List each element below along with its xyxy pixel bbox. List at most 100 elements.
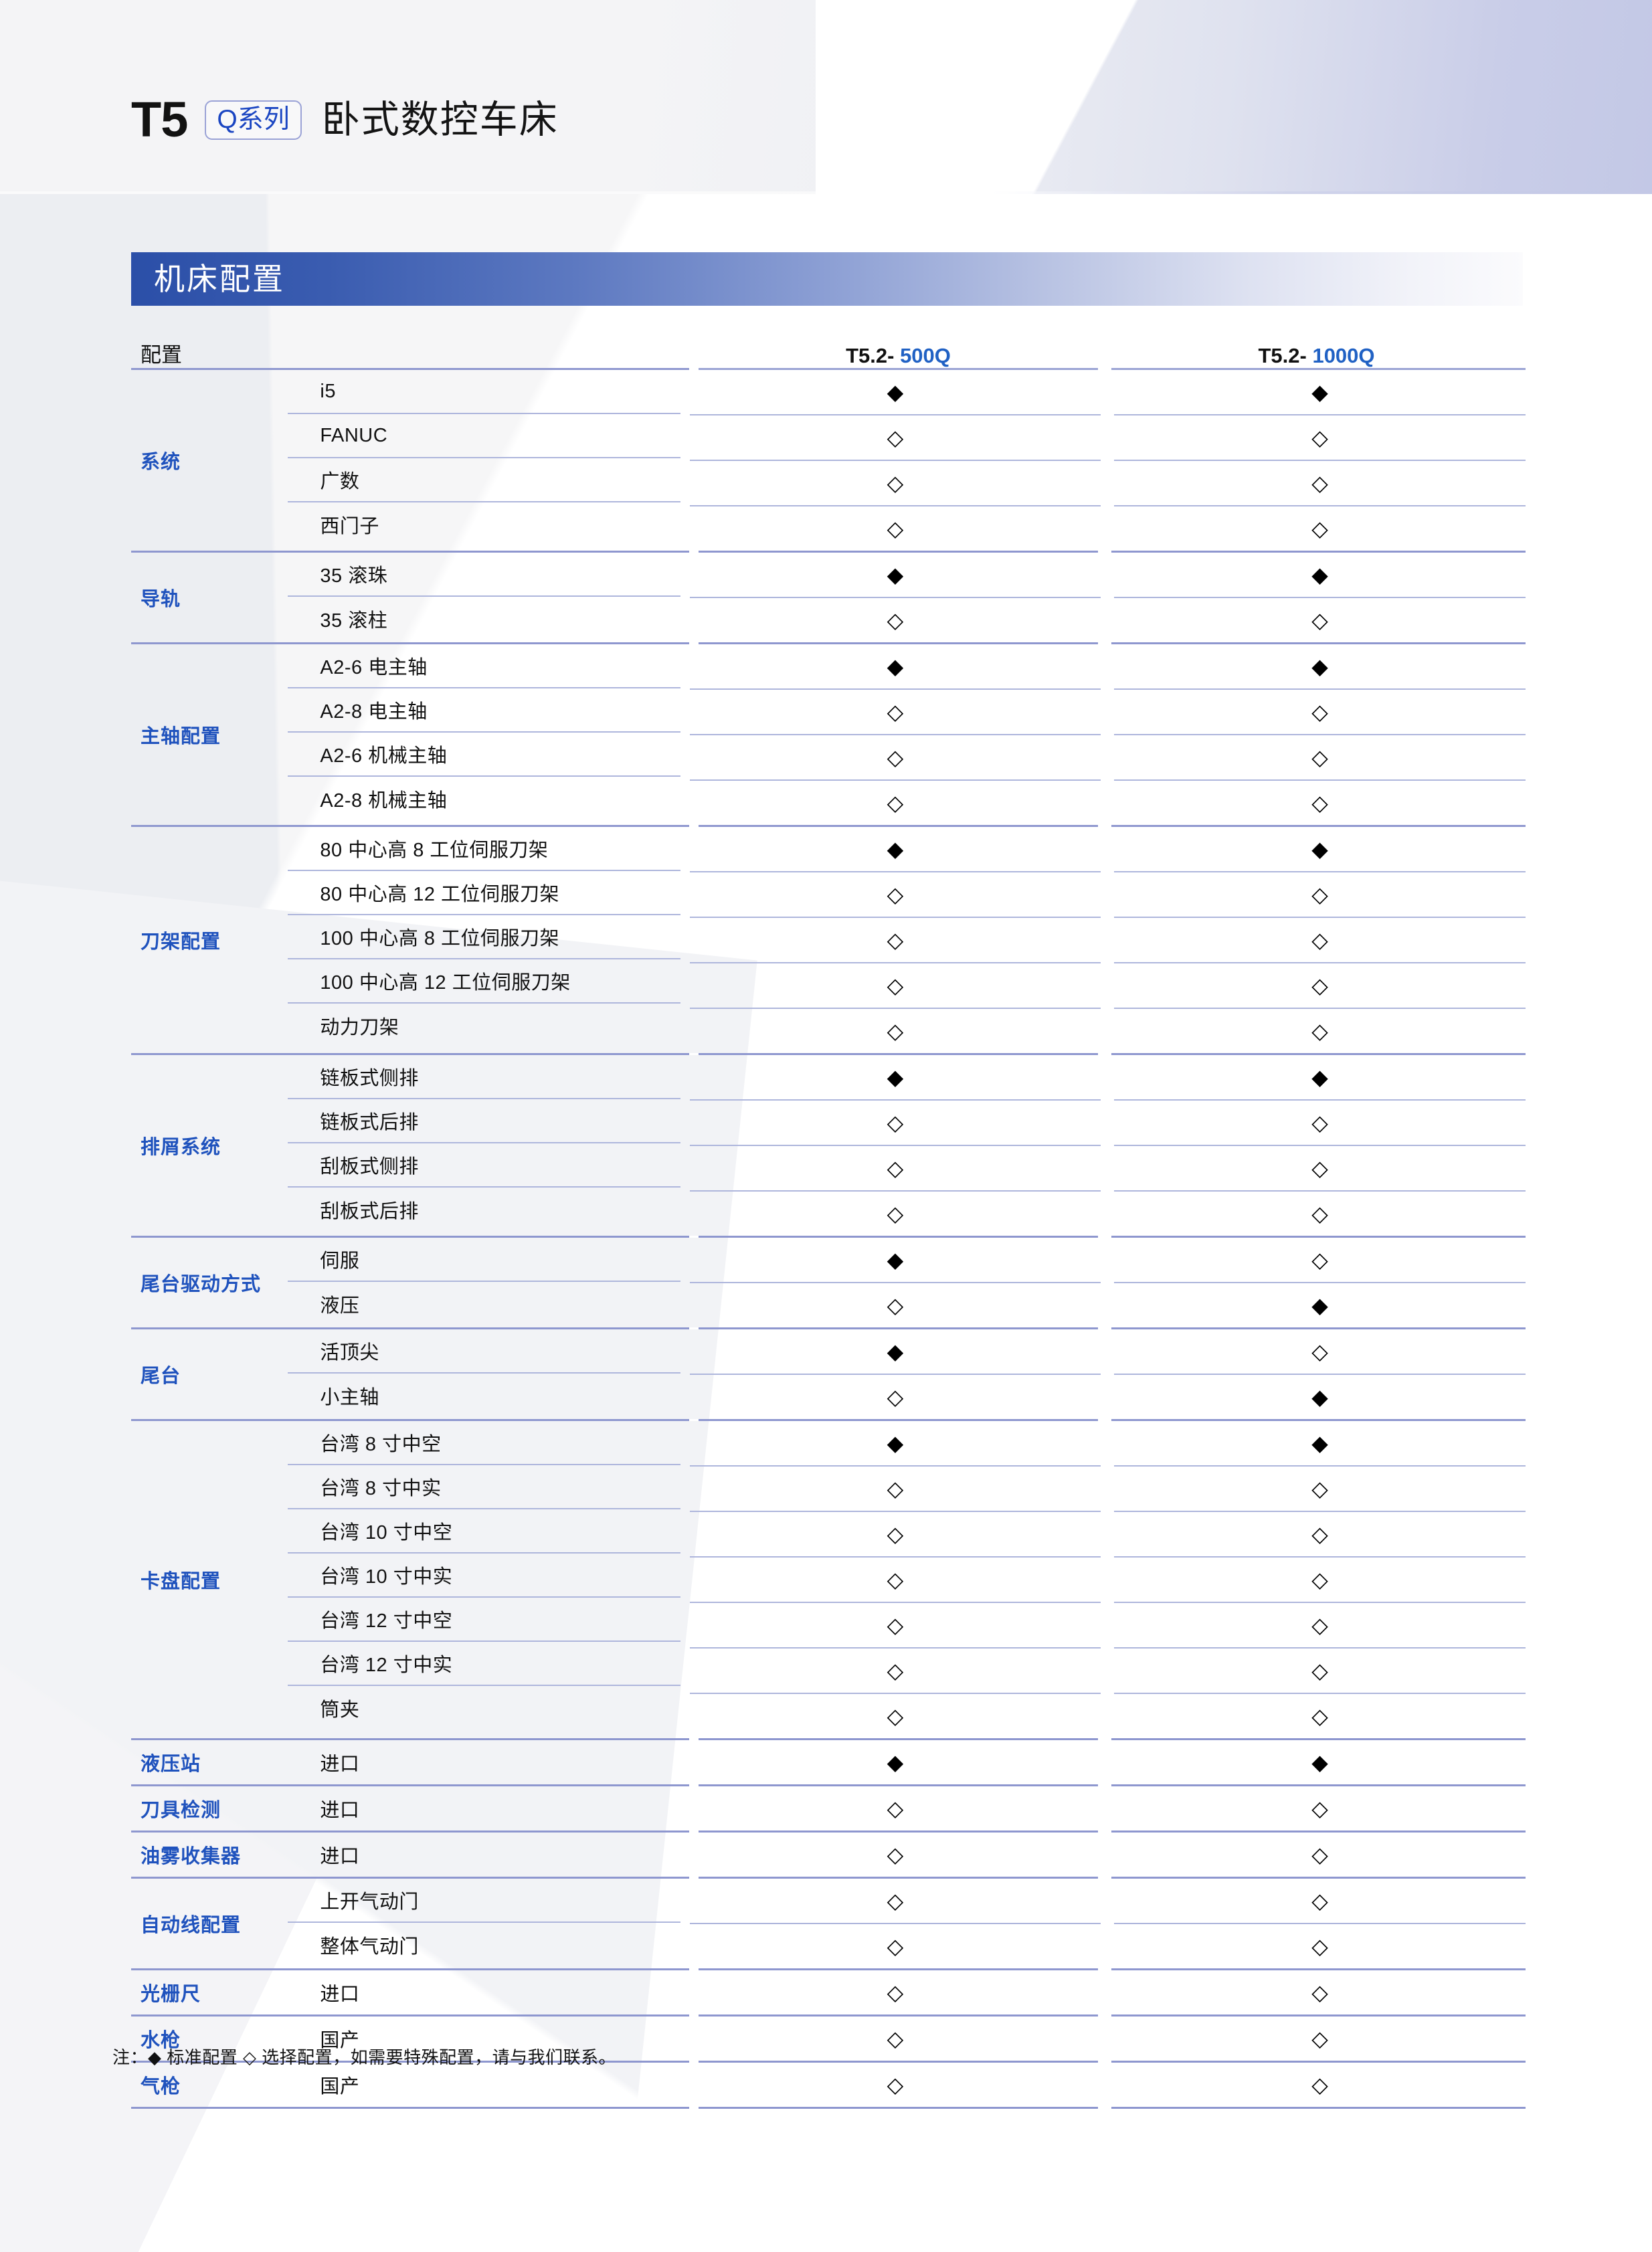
optional-config-icon: ◇ — [1114, 918, 1526, 963]
item-column: A2-6 电主轴 A2-8 电主轴 A2-6 机械主轴 A2-8 机械主轴 — [288, 644, 680, 825]
table-header-row: 配置 T5.2- 500Q T5.2- 1000Q — [131, 326, 1526, 368]
optional-config-icon: ◇ — [887, 1019, 904, 1043]
optional-config-icon: ◇ — [1311, 1704, 1328, 1728]
header-band-diagonal-cut — [816, 0, 1652, 194]
standard-config-icon: ◆ — [1114, 1055, 1526, 1101]
column-gap — [1101, 1740, 1114, 1784]
category-label: 气枪 — [141, 2076, 181, 2097]
optional-config-icon: ◇ — [689, 1879, 1101, 1924]
marker-column-1000q: ◇ — [1114, 1833, 1526, 1877]
item-label: 进口 — [320, 1846, 360, 1867]
optional-config-icon: ◇ — [689, 735, 1101, 781]
marker-column-500q: ◆ ◇ ◇ ◇ ◇ ◇ ◇ — [689, 1421, 1101, 1738]
standard-config-icon: ◆ — [689, 644, 1101, 690]
item-column: 进口 — [288, 1833, 680, 1877]
config-block: 排屑系统 链板式侧排 链板式后排 刮板式侧排 刮板式后排 ◆ ◇ ◇ ◇ ◆ ◇ ◇ ◇ — [131, 1055, 1526, 1236]
marker-column-1000q: ◇ ◇ — [1114, 1879, 1526, 1968]
optional-config-icon: ◇ — [887, 1843, 904, 1867]
config-block: 液压站 进口 ◆ ◆ — [131, 1740, 1526, 1784]
machine-type-subtitle: 卧式数控车床 — [321, 98, 559, 141]
category-label: 导轨 — [141, 589, 181, 610]
column-header-config: 配置 — [141, 343, 182, 367]
optional-config-icon: ◇ — [1114, 963, 1526, 1009]
category-label: 卡盘配置 — [141, 1571, 221, 1592]
marker-column-1000q: ◇ ◆ — [1114, 1238, 1526, 1327]
column-gap — [680, 1055, 690, 1236]
item-label: 筒夹 — [320, 1699, 360, 1721]
marker-column-500q: ◆ ◇ ◇ ◇ — [689, 1055, 1101, 1236]
config-block: 卡盘配置 台湾 8 寸中空 台湾 8 寸中实 台湾 10 寸中空 台湾 10 寸中实 台湾… — [131, 1421, 1526, 1738]
marker-column-500q: ◆ ◇ ◇ ◇ — [689, 370, 1101, 551]
standard-config-icon: ◆ — [1311, 1385, 1328, 1409]
category-label: 自动线配置 — [141, 1915, 242, 1936]
section-header-title: 机床配置 — [154, 262, 285, 296]
item-column: 活顶尖 小主轴 — [288, 1329, 680, 1419]
column-gap — [1101, 370, 1114, 551]
table-footnote: 注：◆ 标准配置 ◇ 选择配置，如需要特殊配置，请与我们联系。 — [112, 2047, 617, 2067]
column-gap — [680, 1740, 690, 1784]
column-gap — [680, 2016, 690, 2061]
item-label: 链板式后排 — [288, 1099, 680, 1143]
config-block: 光栅尺 进口 ◇ ◇ — [131, 1970, 1526, 2014]
column-header-1000q: T5.2- 1000Q — [1107, 344, 1526, 368]
optional-config-icon: ◇ — [1114, 461, 1526, 506]
item-label: 进口 — [320, 1754, 360, 1775]
optional-config-icon: ◇ — [689, 872, 1101, 918]
marker-column-500q: ◇ — [690, 2063, 1101, 2107]
optional-config-icon: ◇ — [887, 1385, 904, 1409]
marker-column-1000q: ◆ — [1114, 1740, 1526, 1784]
column-header-500q-prefix: T5.2- — [846, 344, 895, 367]
optional-config-icon: ◇ — [887, 517, 904, 541]
marker-column-500q: ◆ ◇ — [689, 553, 1101, 642]
optional-config-icon: ◇ — [1114, 415, 1526, 461]
standard-config-icon: ◆ — [689, 553, 1101, 598]
column-gap — [680, 1970, 690, 2014]
item-label: A2-6 电主轴 — [288, 644, 680, 688]
optional-config-icon: ◇ — [887, 1980, 904, 2004]
standard-config-icon: ◆ — [689, 1421, 1101, 1467]
column-gap — [1101, 1421, 1114, 1738]
model-name: T5 — [131, 92, 188, 147]
item-label: 西门子 — [320, 516, 379, 537]
column-gap — [680, 1833, 690, 1877]
optional-config-icon: ◇ — [887, 2073, 904, 2097]
optional-config-icon: ◇ — [1311, 1796, 1328, 1820]
optional-config-icon: ◇ — [1311, 1980, 1328, 2004]
optional-config-icon: ◇ — [689, 918, 1101, 963]
config-block: 导轨 35 滚珠 35 滚柱 ◆ ◇ ◆ ◇ — [131, 553, 1526, 642]
item-label: 国产 — [320, 2076, 360, 2097]
standard-config-icon: ◆ — [689, 370, 1101, 415]
item-label: 35 滚柱 — [320, 610, 388, 632]
item-label: 80 中心高 12 工位伺服刀架 — [288, 871, 680, 915]
column-header-1000q-prefix: T5.2- — [1258, 344, 1307, 367]
section-header-machine-config: 机床配置 — [131, 252, 1523, 306]
column-gap — [1101, 1329, 1114, 1419]
optional-config-icon: ◇ — [1114, 1238, 1526, 1283]
optional-config-icon: ◇ — [1114, 1603, 1526, 1649]
config-block: 气枪 国产 ◇ ◇ — [131, 2063, 1526, 2107]
table-body: 系统 i5 FANUC 广数 西门子 ◆ ◇ ◇ ◇ ◆ ◇ ◇ ◇ 导轨 35 滚珠 35 滚柱 ◆ ◇ ◆ ◇ 主轴… — [131, 370, 1526, 2107]
marker-column-1000q: ◇ — [1114, 1786, 1526, 1831]
column-gap — [680, 1238, 690, 1327]
category-label: 刀架配置 — [141, 931, 221, 953]
column-gap — [1101, 827, 1114, 1053]
item-label: 100 中心高 8 工位伺服刀架 — [288, 915, 680, 959]
item-column: 进口 — [288, 1786, 680, 1831]
item-column: 台湾 8 寸中空 台湾 8 寸中实 台湾 10 寸中空 台湾 10 寸中实 台湾 12 … — [288, 1421, 680, 1738]
table-bottom-rule — [131, 2107, 1526, 2109]
marker-column-500q: ◆ ◇ ◇ ◇ — [689, 644, 1101, 825]
item-label: 80 中心高 8 工位伺服刀架 — [288, 827, 680, 871]
category-label: 尾台 — [141, 1366, 181, 1387]
marker-column-500q: ◇ — [690, 1833, 1101, 1877]
column-gap — [1101, 1786, 1114, 1831]
item-label: 进口 — [320, 1984, 360, 2005]
column-gap — [680, 1879, 690, 1968]
marker-column-1000q: ◇ — [1114, 1970, 1526, 2014]
category-label: 油雾收集器 — [141, 1846, 242, 1867]
item-label: 伺服 — [288, 1238, 680, 1282]
item-label: 链板式侧排 — [288, 1055, 680, 1099]
item-column: 进口 — [288, 1740, 680, 1784]
item-label: A2-8 机械主轴 — [320, 790, 448, 812]
standard-config-icon: ◆ — [689, 1329, 1101, 1375]
category-label: 刀具检测 — [141, 1800, 221, 1821]
